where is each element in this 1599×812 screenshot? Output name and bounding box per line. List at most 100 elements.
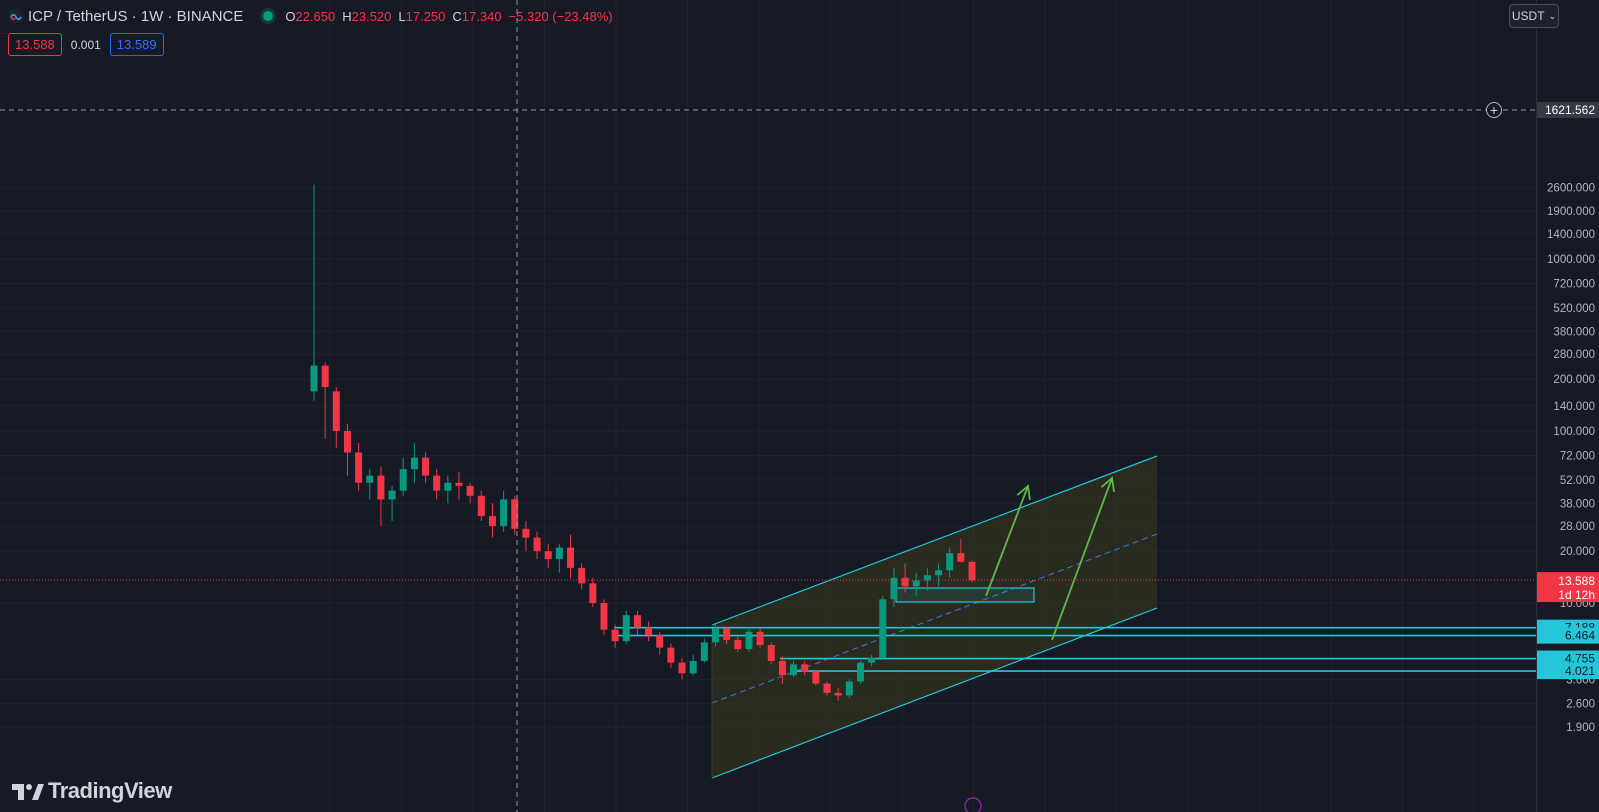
candles	[310, 184, 976, 701]
horizontal-levels[interactable]	[614, 626, 1536, 672]
candle-body	[500, 499, 508, 527]
candle-body	[578, 567, 586, 584]
price-tick-label: 2600.000	[1547, 183, 1595, 195]
price-tick-label: 380.000	[1553, 326, 1595, 338]
event-marker-icon[interactable]	[964, 797, 982, 812]
level-price-label[interactable]: 6.464	[1537, 627, 1599, 644]
watermark-text: TradingView	[48, 778, 172, 803]
candle-body	[321, 365, 329, 388]
candle-body	[455, 482, 463, 486]
candle-body	[466, 485, 474, 496]
price-tick-label: 2.600	[1566, 699, 1595, 711]
price-tick-label: 140.000	[1553, 401, 1595, 413]
level-price-bg	[1537, 650, 1599, 667]
close-value: 17.340	[461, 8, 502, 24]
tradingview-watermark[interactable]: TradingView	[10, 778, 172, 804]
channel-fill	[712, 456, 1157, 778]
sell-button[interactable]: 13.588	[8, 33, 62, 56]
arrow-line[interactable]	[1051, 477, 1113, 641]
open-value: 22.650	[295, 8, 336, 24]
price-tick-label: 1900.000	[1547, 206, 1595, 218]
candle-body	[444, 482, 452, 491]
projection-arrows[interactable]	[985, 476, 1115, 641]
market-status-icon[interactable]	[263, 11, 274, 21]
arrow-head[interactable]	[1100, 476, 1115, 492]
candle-body	[923, 575, 931, 581]
candle-body	[689, 661, 697, 674]
change-value: −5.320 (−23.48%)	[508, 8, 613, 24]
channel-upper-line[interactable]	[711, 455, 1158, 626]
candle-body	[868, 657, 876, 663]
candle-body	[912, 580, 920, 587]
candle-body	[511, 499, 519, 529]
candle-body	[477, 495, 485, 517]
crosshair-price-bg	[1537, 102, 1599, 118]
candle-body	[946, 553, 954, 571]
price-tick-label: 720.000	[1553, 279, 1595, 291]
candle-body	[355, 452, 363, 483]
symbol-legend: ICP / TetherUS · 1W · BINANCE O 22.650 H…	[8, 6, 620, 26]
candle-body	[533, 537, 541, 552]
candle-body	[410, 457, 418, 470]
price-tick-label: 38.000	[1560, 498, 1595, 510]
crosshair-price-label: 1621.562	[1537, 102, 1599, 118]
chart-area[interactable]: ICP / TetherUS · 1W · BINANCE O 22.650 H…	[0, 0, 1536, 812]
candle-body	[801, 664, 809, 672]
parallel-channel[interactable]	[711, 455, 1158, 779]
price-tick-label: 520.000	[1553, 303, 1595, 315]
high-label: H	[342, 8, 352, 24]
icp-logo-icon	[8, 8, 24, 24]
candle-body	[310, 365, 318, 392]
candle-body	[544, 551, 552, 560]
level-price-bg	[1537, 627, 1599, 644]
candle-body	[600, 603, 608, 630]
high-value: 23.520	[351, 8, 392, 24]
candle-body	[935, 570, 943, 576]
tradingview-logo-icon	[12, 784, 44, 800]
arrow-line[interactable]	[985, 485, 1029, 597]
candle-body	[790, 664, 798, 676]
candle-body	[778, 661, 786, 676]
low-value: 17.250	[405, 8, 446, 24]
price-tick-label: 20.000	[1560, 546, 1595, 558]
chevron-down-icon: ⌄	[1548, 10, 1557, 21]
candle-body	[845, 681, 853, 696]
candle-body	[856, 662, 864, 682]
price-tick-label: 200.000	[1553, 374, 1595, 386]
price-tick-label: 72.000	[1560, 451, 1595, 463]
currency-selector[interactable]: USDT ⌄	[1509, 4, 1559, 28]
low-label: L	[398, 8, 406, 24]
grid	[0, 0, 1536, 812]
buy-button[interactable]: 13.589	[109, 33, 164, 56]
candle-body	[611, 629, 619, 642]
candle-body	[823, 683, 831, 693]
candle-body	[667, 647, 675, 663]
arrow-head[interactable]	[1016, 484, 1031, 500]
add-alert-plus-icon[interactable]: +	[1486, 102, 1502, 118]
crosshair-price-text: 1621.562	[1545, 103, 1595, 117]
close-label: C	[452, 8, 462, 24]
candle-body	[711, 628, 719, 643]
candle-body	[645, 627, 653, 636]
level-price-bg	[1537, 663, 1599, 680]
price-axis-scale[interactable]: 2600.000 1900.000 1400.000 1000.000 720.000 5…	[1537, 0, 1599, 812]
countdown-text: 1d 12h	[1558, 588, 1595, 602]
price-axis[interactable]: 2600.000 1900.000 1400.000 1000.000 720.000 5…	[1536, 0, 1599, 812]
price-chart[interactable]	[0, 0, 1536, 812]
candle-body	[879, 599, 887, 658]
symbol-title[interactable]: ICP / TetherUS · 1W · BINANCE	[28, 7, 244, 25]
candle-body	[433, 475, 441, 491]
candle-body	[399, 469, 407, 491]
price-tick-label: 28.000	[1560, 521, 1595, 533]
candle-body	[633, 615, 641, 628]
candle-body	[589, 583, 597, 603]
price-tick-label: 100.000	[1553, 426, 1595, 438]
candle-body	[734, 639, 742, 650]
candle-body	[522, 528, 530, 538]
level-price-label[interactable]: 4.755	[1537, 650, 1599, 667]
candle-body	[890, 577, 898, 600]
spread-value: 0.001	[70, 37, 101, 52]
level-price-label[interactable]: 4.021	[1537, 663, 1599, 680]
candle-body	[834, 692, 842, 696]
